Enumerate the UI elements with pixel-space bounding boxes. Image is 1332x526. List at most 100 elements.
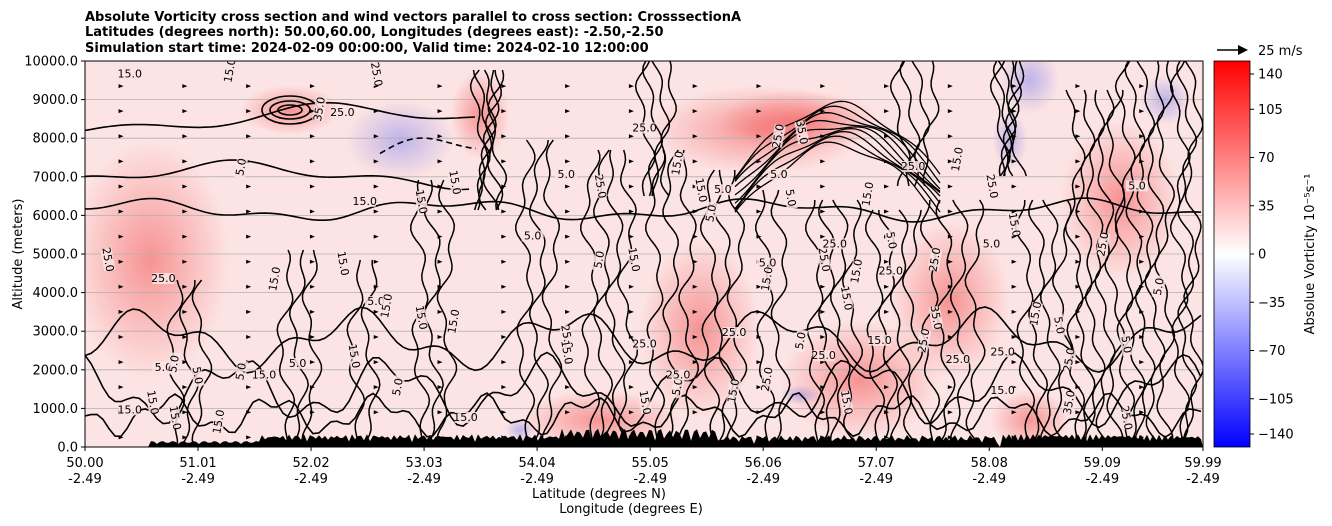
contour-line bbox=[379, 137, 477, 155]
contour-label-bg bbox=[100, 247, 116, 272]
contour-label-bg bbox=[592, 174, 608, 199]
wind-vector bbox=[118, 109, 124, 114]
contour-line bbox=[992, 61, 1014, 177]
contour-label: 15.0 bbox=[848, 258, 865, 284]
wind-vector bbox=[246, 334, 252, 339]
contour-label-bg bbox=[767, 168, 790, 180]
wind-vector bbox=[820, 134, 826, 139]
contour-label-bg bbox=[670, 375, 685, 399]
y-tick-label: 4000.0 bbox=[33, 286, 79, 301]
contour-label-bg bbox=[1062, 390, 1077, 415]
wind-vector bbox=[756, 360, 762, 365]
wind-vector bbox=[309, 309, 315, 314]
wind-vector bbox=[118, 184, 124, 189]
wind-vector bbox=[437, 184, 443, 189]
wind-vector bbox=[692, 284, 698, 289]
contour-line bbox=[1007, 61, 1028, 177]
contour-label-bg bbox=[1062, 348, 1077, 372]
wind-vector bbox=[1011, 334, 1017, 339]
contour-label: 25.0 bbox=[632, 338, 657, 351]
wind-vector bbox=[373, 159, 379, 164]
contour-label: 35.0 bbox=[311, 96, 328, 122]
wind-vector bbox=[1011, 84, 1017, 89]
contour-label: 5.0 bbox=[793, 331, 809, 350]
wind-vector bbox=[309, 184, 315, 189]
wind-vector bbox=[628, 209, 634, 214]
wind-vector bbox=[182, 334, 188, 339]
wind-vector bbox=[373, 360, 379, 365]
contour-label-bg bbox=[152, 273, 175, 285]
wind-vector bbox=[756, 109, 762, 114]
colorbar-tick-label: −70 bbox=[1258, 344, 1285, 359]
wind-vector bbox=[565, 284, 571, 289]
wind-vector bbox=[182, 410, 188, 415]
wind-vector bbox=[756, 184, 762, 189]
contour-label-bg bbox=[364, 296, 387, 308]
x-tick-label-longitude: -2.49 bbox=[294, 472, 328, 487]
contour-label-bg bbox=[591, 247, 607, 272]
x-tick-label-longitude: -2.49 bbox=[520, 472, 554, 487]
x-tick-label-latitude: 59.09 bbox=[1084, 456, 1121, 471]
x-tick-label-longitude: -2.49 bbox=[746, 472, 780, 487]
contour-label: 15.0 bbox=[446, 169, 463, 195]
contour-label: 15.0 bbox=[118, 403, 143, 416]
wind-vector bbox=[692, 209, 698, 214]
contour-label-bg bbox=[633, 122, 656, 134]
quiver-key-label: 25 m/s bbox=[1258, 44, 1303, 59]
wind-vector bbox=[820, 159, 826, 164]
contour-label-bg bbox=[879, 265, 902, 277]
chart-title-line-3: Simulation start time: 2024-02-09 00:00:… bbox=[85, 41, 649, 56]
x-tick-label-latitude: 53.03 bbox=[405, 456, 442, 471]
x-tick-label-longitude: -2.49 bbox=[633, 472, 667, 487]
wind-vector bbox=[246, 109, 252, 114]
contour-label-bg bbox=[454, 411, 477, 423]
contour-label-bg bbox=[233, 359, 249, 384]
contour-label: 25.0 bbox=[879, 264, 904, 277]
contour-label-bg bbox=[145, 390, 160, 415]
wind-vector bbox=[118, 385, 124, 390]
contour-line bbox=[700, 169, 721, 446]
contour-label: 15.0 bbox=[221, 57, 238, 83]
wind-vector bbox=[1139, 284, 1145, 289]
chart-title-line-2: Latitudes (degrees north): 50.00,60.00, … bbox=[85, 25, 664, 40]
y-tick-label: 6000.0 bbox=[33, 209, 79, 224]
contour-label-bg bbox=[559, 340, 575, 365]
contour-label-bg bbox=[331, 107, 354, 119]
x-tick-label-latitude: 59.99 bbox=[1184, 456, 1221, 471]
contour-label: 15.0 bbox=[1027, 300, 1044, 326]
wind-vector bbox=[820, 184, 826, 189]
contour-line bbox=[755, 189, 776, 446]
contour-label: 15.0 bbox=[346, 343, 363, 369]
contour-line bbox=[1039, 199, 1061, 446]
contour-label: 15.0 bbox=[413, 189, 430, 215]
wind-vector bbox=[884, 209, 890, 214]
wind-vector bbox=[1203, 385, 1208, 389]
wind-vector bbox=[309, 134, 315, 139]
wind-vector bbox=[628, 159, 634, 164]
wind-vector bbox=[1011, 184, 1017, 189]
wind-vector bbox=[1139, 134, 1145, 139]
wind-vector bbox=[309, 234, 315, 239]
contour-label-bg bbox=[984, 174, 1000, 199]
contour-label: 5.0 bbox=[883, 231, 899, 250]
wind-vector bbox=[628, 134, 634, 139]
x-tick-label-latitude: 50.00 bbox=[66, 456, 103, 471]
contour-label-bg bbox=[286, 357, 309, 369]
wind-vector bbox=[501, 209, 507, 214]
wind-vector bbox=[182, 184, 188, 189]
contour-label-bg bbox=[152, 361, 175, 373]
wind-vector bbox=[628, 184, 634, 189]
wind-vector bbox=[118, 284, 124, 289]
wind-vector bbox=[1203, 260, 1208, 264]
wind-vector bbox=[1203, 285, 1208, 289]
wind-vector bbox=[820, 284, 826, 289]
wind-vector bbox=[373, 209, 379, 214]
wind-vector bbox=[884, 109, 890, 114]
wind-vector bbox=[437, 284, 443, 289]
contour-label: 15.0 bbox=[1006, 212, 1023, 238]
wind-vector bbox=[756, 410, 762, 415]
wind-vector bbox=[1075, 184, 1081, 189]
colorbar-tick-label: −140 bbox=[1258, 428, 1294, 443]
contour-line bbox=[541, 139, 563, 446]
contour-label-bg bbox=[446, 309, 462, 334]
